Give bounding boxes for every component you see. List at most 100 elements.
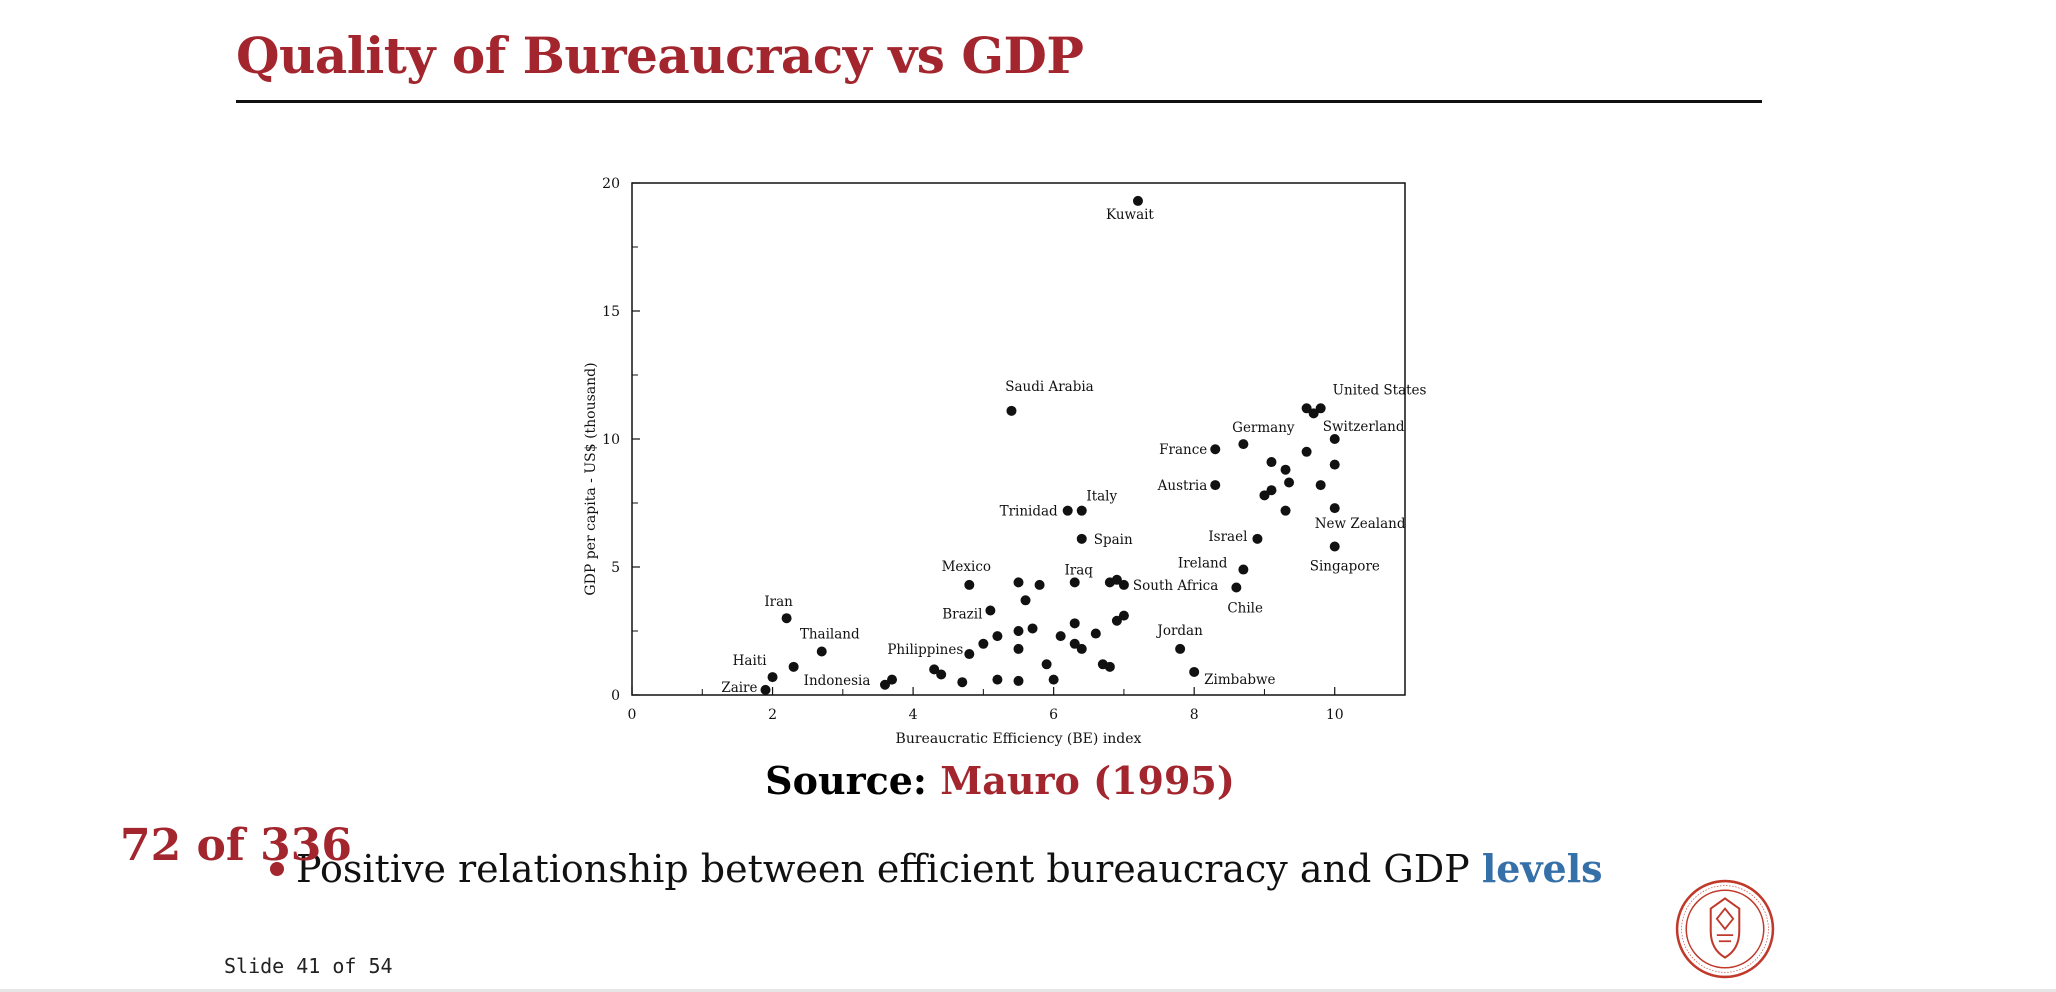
data-point — [879, 679, 890, 690]
data-point — [1034, 579, 1045, 590]
data-point — [1252, 533, 1263, 544]
data-point — [1280, 464, 1291, 475]
data-point — [1308, 408, 1319, 419]
source-label: Source: — [765, 758, 927, 803]
slide-counter: 72 of 336 — [120, 820, 352, 871]
data-point — [1006, 405, 1017, 416]
data-point — [992, 631, 1003, 642]
data-point — [1284, 477, 1295, 488]
data-point — [1231, 582, 1242, 593]
data-point — [964, 649, 975, 660]
data-point — [1301, 403, 1312, 414]
data-point — [1259, 490, 1270, 501]
data-point — [1069, 577, 1080, 588]
data-point — [767, 672, 778, 683]
data-point — [936, 669, 947, 680]
point-label: South Africa — [1133, 578, 1218, 594]
data-point — [1329, 503, 1340, 514]
y-tick-label: 5 — [611, 560, 620, 576]
data-point — [1329, 459, 1340, 470]
point-label: Austria — [1157, 478, 1208, 494]
data-point — [1013, 643, 1024, 654]
source-line: Source: Mauro (1995) — [0, 758, 2000, 803]
data-point — [1189, 666, 1200, 677]
point-label: Jordan — [1155, 623, 1203, 639]
bullet-text: Positive relationship between efficient … — [296, 847, 1482, 891]
data-point — [1111, 615, 1122, 626]
data-point — [1210, 480, 1221, 491]
source-reference: Mauro (1995) — [940, 758, 1235, 803]
x-tick-label: 10 — [1326, 707, 1344, 723]
point-label: New Zealand — [1315, 516, 1406, 532]
data-point — [992, 674, 1003, 685]
point-label: Thailand — [800, 626, 860, 642]
point-label: Zimbabwe — [1204, 672, 1275, 688]
data-point — [957, 677, 968, 688]
bullet-point: Positive relationship between efficient … — [270, 846, 1603, 891]
data-point — [1175, 643, 1186, 654]
data-point — [1315, 480, 1326, 491]
data-point — [1238, 439, 1249, 450]
data-point — [1069, 638, 1080, 649]
data-point — [1118, 610, 1129, 621]
point-label: Kuwait — [1106, 207, 1154, 223]
point-label: Zaire — [721, 680, 757, 696]
point-label: Israel — [1208, 529, 1247, 545]
slide-title: Quality of Bureaucracy vs GDP — [236, 26, 1084, 85]
data-point — [1076, 643, 1087, 654]
point-label: Iran — [764, 594, 793, 610]
data-point — [1280, 505, 1291, 516]
data-point — [1266, 457, 1277, 468]
data-point — [1329, 541, 1340, 552]
data-point — [1329, 434, 1340, 444]
data-point — [1013, 626, 1024, 636]
data-point — [1048, 674, 1059, 685]
point-label: Ireland — [1178, 556, 1228, 572]
y-tick-label: 0 — [611, 688, 620, 704]
data-point — [1076, 505, 1087, 516]
point-label: Indonesia — [804, 673, 871, 689]
point-label: Philippines — [887, 642, 963, 658]
x-tick-label: 2 — [768, 707, 777, 723]
point-label: Mexico — [942, 559, 991, 575]
point-label: Germany — [1232, 420, 1295, 436]
point-label: Italy — [1086, 489, 1117, 505]
data-point — [1027, 623, 1038, 634]
data-point — [964, 579, 975, 590]
point-label: Brazil — [942, 607, 982, 623]
x-tick-label: 8 — [1190, 707, 1199, 723]
data-point — [985, 605, 996, 616]
x-tick-label: 0 — [628, 707, 637, 723]
data-point — [1132, 195, 1143, 206]
data-point — [1062, 505, 1073, 516]
data-point — [1041, 659, 1052, 670]
y-tick-label: 15 — [602, 304, 620, 320]
scatter-chart: 0 5 10 15 20 0 2 4 6 8 10 Bureaucratic Efficiency (… — [570, 165, 1450, 755]
data-point — [1069, 618, 1080, 629]
data-point — [1076, 533, 1087, 544]
plot-frame — [631, 182, 1406, 696]
y-tick-label: 20 — [602, 176, 620, 192]
data-point — [887, 674, 898, 685]
data-point — [781, 613, 792, 624]
data-point — [1238, 564, 1249, 575]
data-point — [1013, 675, 1024, 686]
data-point — [929, 664, 940, 675]
title-divider — [236, 100, 1762, 103]
data-point — [1013, 577, 1024, 588]
slide-number: Slide 41 of 54 — [224, 954, 393, 978]
bullet-dot-icon — [270, 861, 284, 876]
point-label: United States — [1333, 382, 1427, 398]
bullet-highlight: levels — [1481, 846, 1603, 891]
data-point — [1266, 485, 1277, 496]
data-point — [788, 661, 799, 672]
point-label: Chile — [1227, 600, 1263, 616]
point-label: France — [1159, 442, 1207, 458]
data-point — [1090, 628, 1101, 639]
data-point — [816, 646, 827, 657]
university-seal-icon — [1675, 879, 1775, 979]
point-label: Spain — [1094, 532, 1133, 548]
point-label: Haiti — [733, 653, 768, 669]
x-tick-label: 6 — [1049, 707, 1058, 723]
point-label: Iraq — [1064, 562, 1093, 578]
